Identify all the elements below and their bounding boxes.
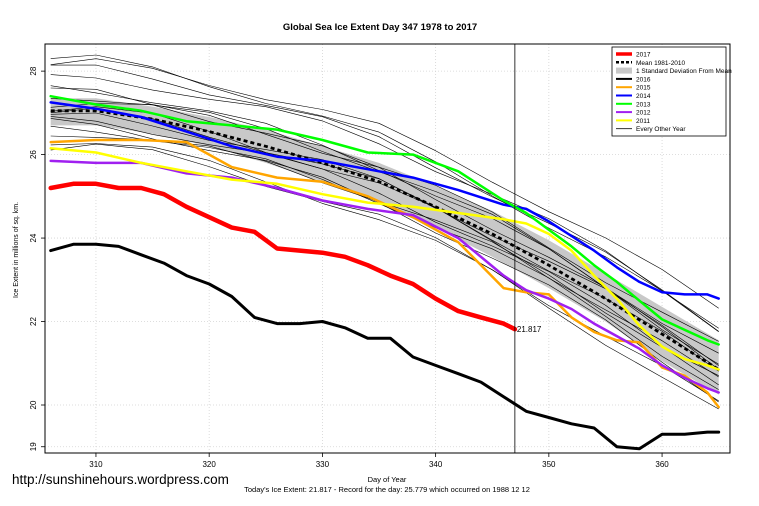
y-tick-label: 20 xyxy=(29,400,38,409)
legend-label: Every Other Year xyxy=(636,126,686,133)
legend-label: 2014 xyxy=(636,93,651,100)
x-axis-ticks: 310 320 330 340 350 360 xyxy=(89,453,669,469)
every-other-year-line xyxy=(50,116,719,386)
x-axis-label: Day of Year xyxy=(368,475,407,484)
legend-label: Mean 1981-2010 xyxy=(636,60,686,67)
series-line-2013 xyxy=(49,94,720,346)
plot-frame xyxy=(44,43,731,454)
legend-swatch-band xyxy=(616,67,632,74)
x-tick-label: 340 xyxy=(429,460,443,469)
y-tick-label: 24 xyxy=(29,233,38,242)
current-value-label: 21.817 xyxy=(517,325,542,334)
series-line-2016 xyxy=(49,242,721,451)
every-other-year-line xyxy=(50,74,719,329)
every-other-year-line xyxy=(50,58,719,309)
x-tick-label: 360 xyxy=(655,460,669,469)
footer-text: Today's Ice Extent: 21.817 - Record for … xyxy=(244,485,530,494)
y-tick-label: 26 xyxy=(29,150,38,159)
legend-label: 2011 xyxy=(636,118,650,125)
every-other-year-line xyxy=(50,64,719,332)
y-axis-ticks: 20 22 24 26 28 19 xyxy=(29,66,45,451)
x-tick-label: 330 xyxy=(316,460,330,469)
legend-label: 2012 xyxy=(636,110,651,117)
chart-title: Global Sea Ice Extent Day 347 1978 to 20… xyxy=(283,22,477,33)
series-line-2017 xyxy=(48,181,518,332)
highlight-series xyxy=(48,94,721,451)
series-line-2014 xyxy=(49,101,720,300)
legend-label: 1 Standard Deviation From Mean xyxy=(636,68,732,75)
std-dev-band xyxy=(50,98,719,395)
mean-line xyxy=(50,109,720,371)
y-axis-label: Ice Extent in millions of sq. km. xyxy=(13,202,20,298)
y-tick-label: 22 xyxy=(29,317,38,326)
every-other-year-line xyxy=(50,54,719,333)
legend-label: 2017 xyxy=(636,52,651,59)
x-tick-label: 350 xyxy=(542,460,556,469)
legend-label: 2015 xyxy=(636,85,651,92)
legend-label: 2013 xyxy=(636,101,651,108)
std-dev-area xyxy=(50,98,719,395)
every-other-year-line xyxy=(50,143,719,410)
series-line-2011 xyxy=(49,147,720,371)
watermark-url: http://sunshinehours.wordpress.com xyxy=(12,472,229,487)
y-tick-label: 19 xyxy=(29,442,38,451)
y-tick-label: 28 xyxy=(29,66,38,75)
x-tick-label: 320 xyxy=(202,460,216,469)
x-tick-label: 310 xyxy=(89,460,103,469)
legend-label: 2016 xyxy=(636,76,651,83)
mean-1981-2010-line xyxy=(50,109,720,371)
